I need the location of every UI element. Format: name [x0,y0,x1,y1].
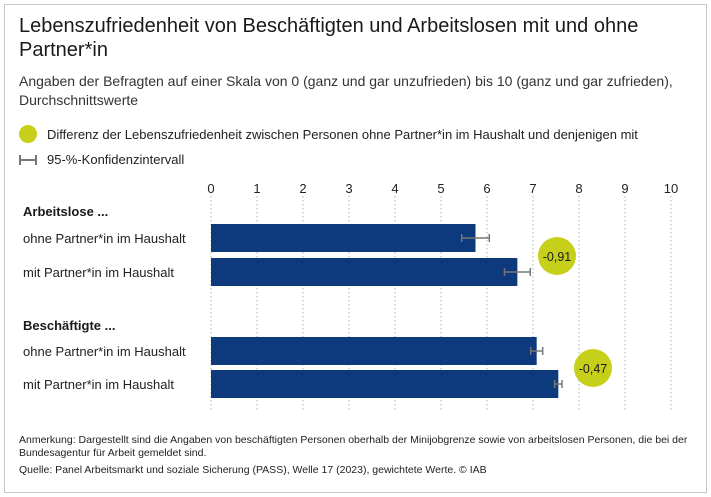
x-tick-label: 9 [621,181,628,196]
legend-ci-label: 95-%-Konfidenzintervall [47,152,185,167]
group-label: Arbeitslose ... [23,204,108,219]
chart-subtitle: Angaben der Befragten auf einer Skala vo… [19,73,673,108]
x-tick-label: 7 [529,181,536,196]
group-label: Beschäftigte ... [23,318,115,333]
x-tick-label: 5 [437,181,444,196]
x-tick-label: 1 [253,181,260,196]
bar-category-label: mit Partner*in im Haushalt [23,377,174,392]
bar [211,258,518,286]
x-tick-label: 4 [391,181,398,196]
difference-label: -0,91 [543,250,572,264]
difference-dot [538,237,576,275]
x-tick-label: 0 [207,181,214,196]
legend-difference: Differenz der Lebenszufriedenheit zwisch… [19,125,638,143]
bar-category-label: ohne Partner*in im Haushalt [23,344,186,359]
x-tick-label: 6 [483,181,490,196]
bar [211,224,476,252]
x-tick-label: 2 [299,181,306,196]
legend-difference-label: Differenz der Lebenszufriedenheit zwisch… [47,126,638,142]
bar [211,370,559,398]
bar-category-label: ohne Partner*in im Haushalt [23,231,186,246]
confidence-interval-icon [19,154,37,165]
legend-ci: 95-%-Konfidenzintervall [19,152,184,167]
x-tick-label: 10 [664,181,678,196]
x-tick-label: 8 [575,181,582,196]
chart-title: Lebenszufriedenheit von Beschäftigten un… [19,15,639,61]
bar [211,337,537,365]
chart-source: Quelle: Panel Arbeitsmarkt und soziale S… [19,464,487,476]
difference-dot [574,349,612,387]
x-tick-label: 3 [345,181,352,196]
bar-category-label: mit Partner*in im Haushalt [23,265,174,280]
chart-note: Anmerkung: Dargestellt sind die Angaben … [19,434,688,459]
difference-dot-icon [19,125,37,143]
difference-label: -0,47 [579,362,608,376]
